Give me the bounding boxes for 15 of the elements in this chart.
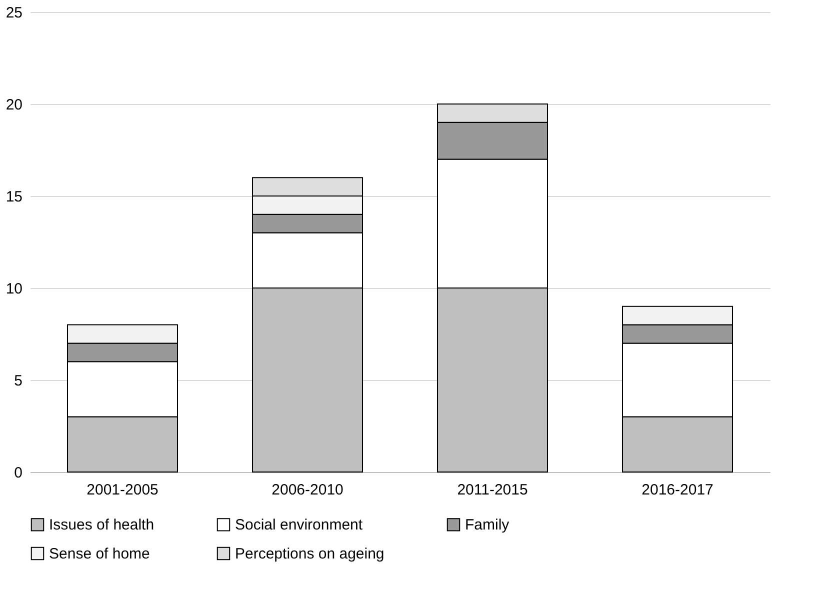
legend-label: Social environment	[235, 516, 364, 534]
y-tick-label: 5	[14, 372, 22, 390]
y-tick-label: 20	[6, 96, 22, 114]
y-tick-label: 0	[14, 464, 22, 482]
y-tick-label: 25	[6, 4, 22, 22]
legend-label: Issues of health	[49, 516, 154, 534]
legend-label: Sense of home	[49, 546, 150, 562]
legend-label: Perceptions on ageing	[235, 546, 384, 562]
x-tick-label: 2001-2005	[86, 482, 158, 498]
x-tick-label: 2006-2010	[272, 482, 344, 498]
y-tick-label: 15	[6, 188, 22, 206]
y-tick-label: 10	[6, 280, 22, 298]
x-tick-label: 2011-2015	[457, 482, 528, 498]
legend-label: Family	[465, 516, 510, 534]
x-tick-label: 2016-2017	[642, 482, 714, 498]
